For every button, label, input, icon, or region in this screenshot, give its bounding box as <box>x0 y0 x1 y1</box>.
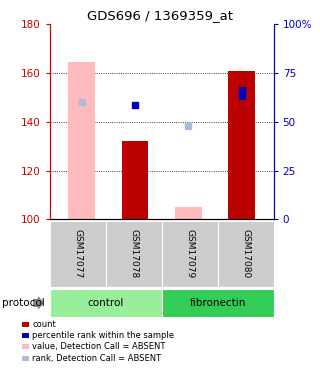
Text: count: count <box>33 320 56 329</box>
Bar <box>68 62 95 219</box>
Text: control: control <box>87 298 124 308</box>
Bar <box>162 289 274 317</box>
Text: GSM17079: GSM17079 <box>185 230 194 279</box>
Bar <box>162 221 218 287</box>
Bar <box>175 207 202 219</box>
Bar <box>122 141 148 219</box>
Text: percentile rank within the sample: percentile rank within the sample <box>33 331 174 340</box>
Text: value, Detection Call = ABSENT: value, Detection Call = ABSENT <box>33 342 166 351</box>
Text: rank, Detection Call = ABSENT: rank, Detection Call = ABSENT <box>33 354 162 363</box>
Bar <box>50 221 106 287</box>
Text: GDS696 / 1369359_at: GDS696 / 1369359_at <box>87 9 233 22</box>
Text: GSM17078: GSM17078 <box>129 230 138 279</box>
Text: GSM17077: GSM17077 <box>73 230 82 279</box>
Text: GSM17080: GSM17080 <box>241 230 250 279</box>
Text: fibronectin: fibronectin <box>189 298 246 308</box>
Bar <box>106 221 162 287</box>
Bar <box>218 221 274 287</box>
Bar <box>50 289 162 317</box>
Text: protocol: protocol <box>2 298 44 308</box>
Bar <box>228 70 255 219</box>
